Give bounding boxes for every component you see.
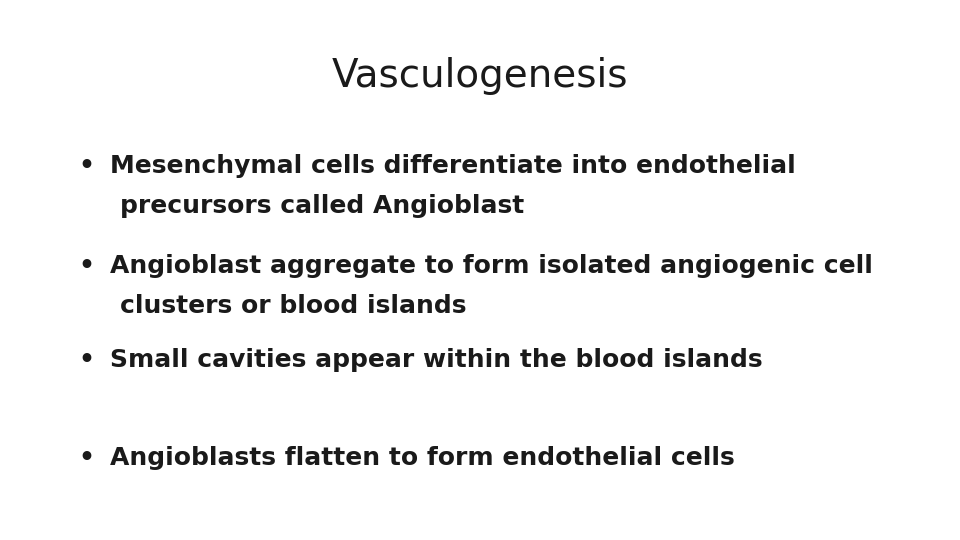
Text: Small cavities appear within the blood islands: Small cavities appear within the blood i… <box>110 348 763 372</box>
Text: •: • <box>79 254 94 278</box>
Text: Angioblast aggregate to form isolated angiogenic cell: Angioblast aggregate to form isolated an… <box>110 254 874 278</box>
Text: clusters or blood islands: clusters or blood islands <box>120 294 467 318</box>
Text: precursors called Angioblast: precursors called Angioblast <box>120 194 524 218</box>
Text: Mesenchymal cells differentiate into endothelial: Mesenchymal cells differentiate into end… <box>110 154 796 178</box>
Text: Vasculogenesis: Vasculogenesis <box>332 57 628 94</box>
Text: •: • <box>79 348 94 372</box>
Text: Angioblasts flatten to form endothelial cells: Angioblasts flatten to form endothelial … <box>110 446 735 469</box>
Text: •: • <box>79 154 94 178</box>
Text: •: • <box>79 446 94 469</box>
